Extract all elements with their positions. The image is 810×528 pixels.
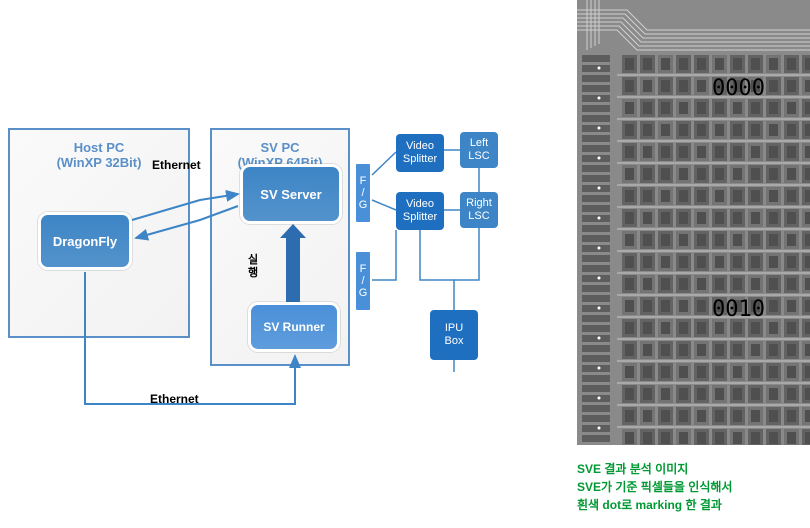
node-sv-runner: SV Runner (248, 302, 340, 352)
fg-box-1: F / G (354, 162, 372, 224)
node-right-lsc: RightLSC (460, 192, 498, 228)
svg-text:0000: 0000 (712, 76, 765, 101)
node-video-splitter-2: VideoSplitter (396, 192, 444, 230)
label-run: 실행 (248, 254, 258, 280)
node-sv-server: SV Server (240, 164, 342, 224)
node-left-lsc: LeftLSC (460, 132, 498, 168)
node-dragonfly: DragonFly (38, 212, 132, 270)
caption-line-3: 흰색 dot로 marking 한 결과 (577, 496, 732, 514)
caption: SVE 결과 분석 이미지 SVE가 기준 픽셀들을 인식해서 흰색 dot로 … (577, 460, 732, 514)
node-ipu-box: IPUBox (430, 310, 478, 360)
diagram-area: Host PC (WinXP 32Bit) SV PC (WinXP 64Bit… (0, 0, 560, 528)
caption-line-2: SVE가 기준 픽셀들을 인식해서 (577, 478, 732, 496)
caption-line-1: SVE 결과 분석 이미지 (577, 460, 732, 478)
svg-text:0010: 0010 (712, 297, 765, 322)
node-video-splitter-1: VideoSplitter (396, 134, 444, 172)
label-ethernet-1: Ethernet (152, 158, 201, 172)
label-ethernet-2: Ethernet (150, 392, 199, 406)
die-svg: 0000 0010 (577, 0, 810, 445)
die-image: 0000 0010 (577, 0, 810, 445)
fg-box-2: F / G (354, 250, 372, 312)
